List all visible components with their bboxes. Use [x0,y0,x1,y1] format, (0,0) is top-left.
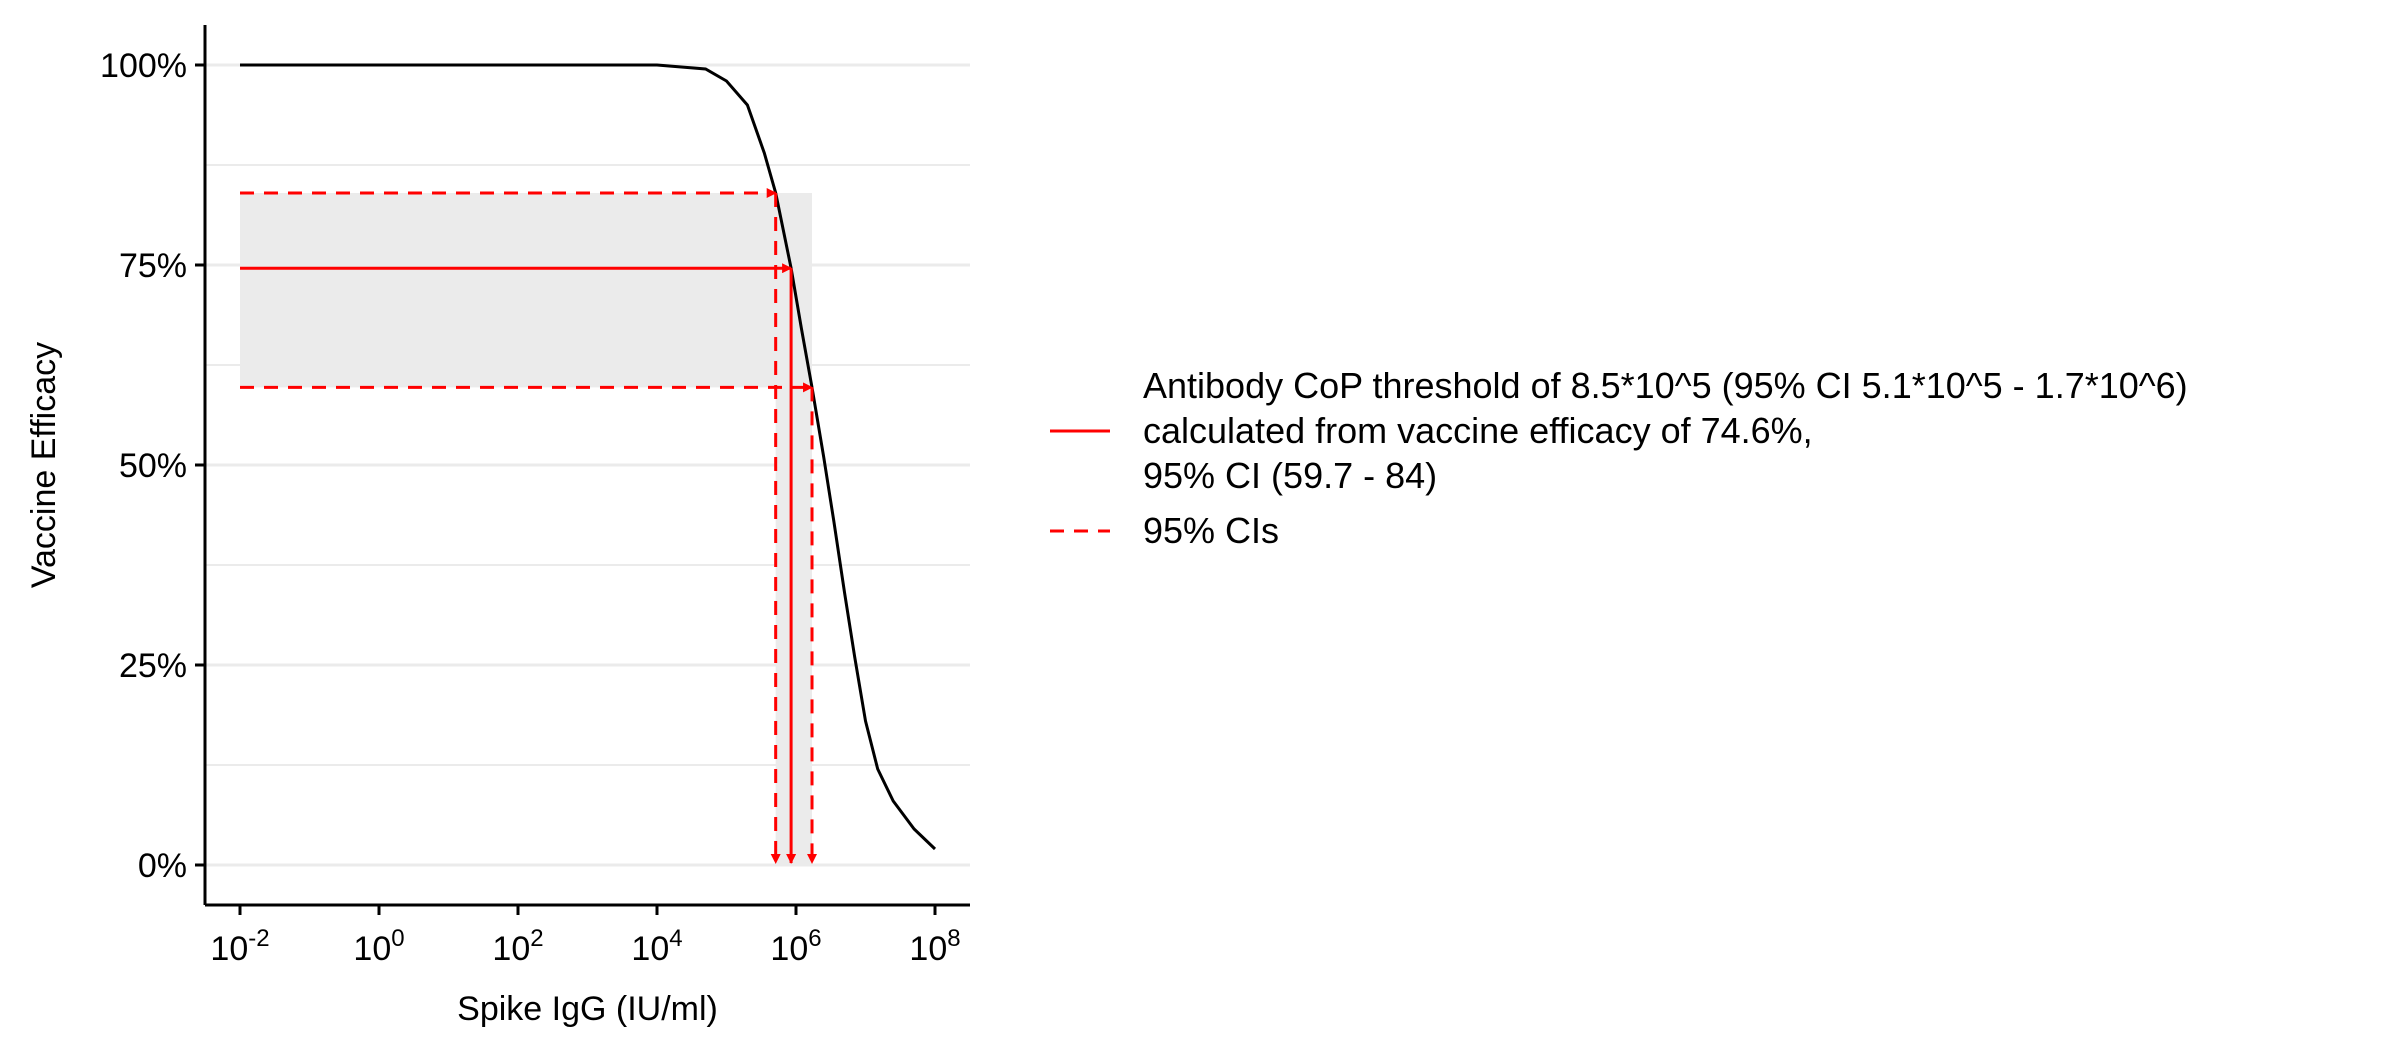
x-tick-label: 106 [770,925,821,968]
legend-label: 95% CIs [1143,510,1279,551]
axes: 0% 25% 50% 75% 100% 10-2 100 102 104 106 108 Spike … [25,25,970,1028]
y-tick-label: 0% [138,847,187,885]
x-tick-label: 102 [492,925,543,968]
x-tick-label: 108 [909,925,960,968]
y-axis-title: Vaccine Efficacy [25,342,63,588]
x-tick-label: 104 [631,925,682,968]
x-axis-title: Spike IgG (IU/ml) [457,990,718,1028]
antibody-ci-band [775,193,813,865]
y-tick-label: 50% [119,447,187,485]
plot-area [205,63,970,867]
legend-label: Antibody CoP threshold of 8.5*10^5 (95% … [1143,365,2188,496]
legend: Antibody CoP threshold of 8.5*10^5 (95% … [1050,365,2188,551]
efficacy-curve [240,63,937,851]
x-tick-label: 10-2 [210,925,269,968]
y-tick-label: 75% [119,247,187,285]
efficacy-ci-band [240,193,792,388]
y-tick-label: 100% [100,47,187,85]
y-tick-label: 25% [119,647,187,685]
x-tick-label: 100 [353,925,404,968]
